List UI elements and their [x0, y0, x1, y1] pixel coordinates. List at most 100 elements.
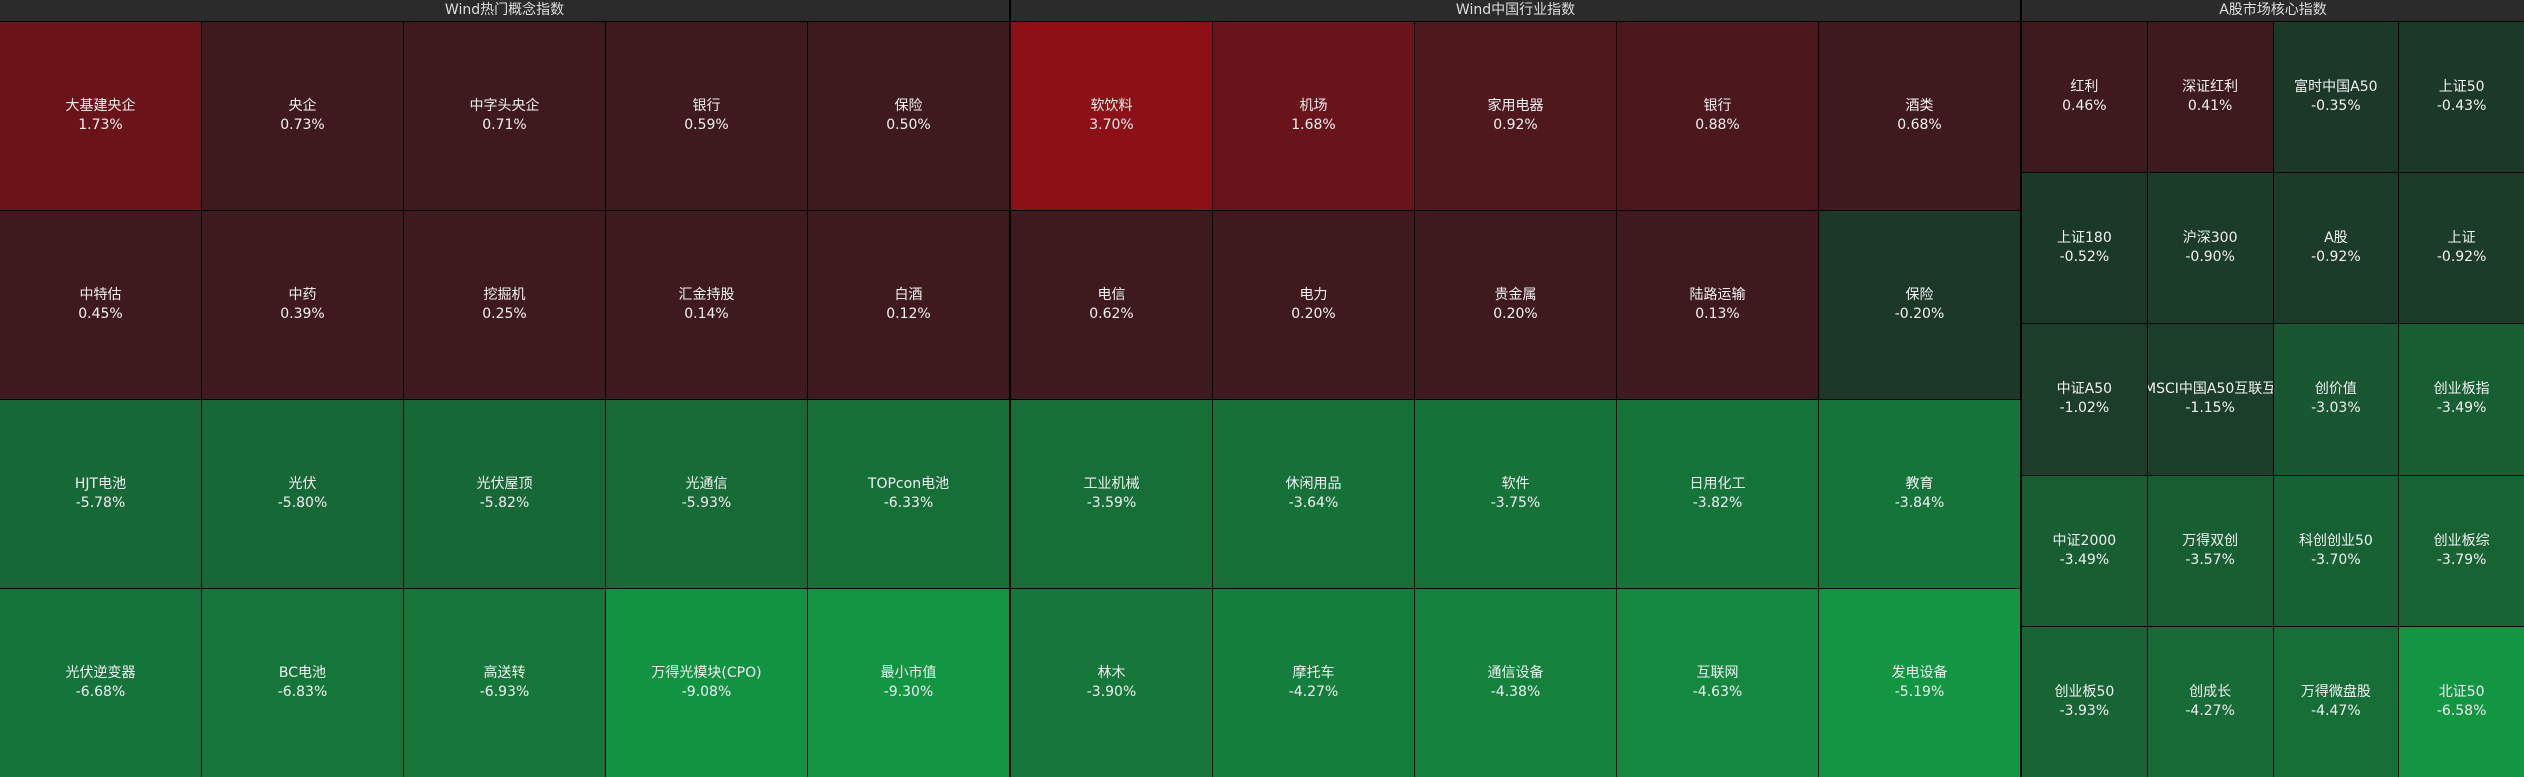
tile[interactable]: 大基建央企 1.73%	[0, 22, 201, 210]
tile-change: 1.68%	[1291, 117, 1336, 133]
tile[interactable]: 互联网 -4.63%	[1617, 589, 1818, 777]
tile-name: 光伏逆变器	[65, 665, 136, 681]
tile-name: A股	[2324, 230, 2348, 247]
tile-name: 汇金持股	[678, 287, 735, 303]
tile-grid: 红利 0.46% 深证红利 0.41% 富时中国A50 -0.35% 上证50 -0.43% 上…	[2022, 22, 2524, 777]
tile-name: 挖掘机	[483, 287, 526, 303]
tile[interactable]: 深证红利 0.41%	[2147, 22, 2273, 173]
tile[interactable]: 沪深300 -0.90%	[2147, 173, 2273, 324]
tile[interactable]: 机场 1.68%	[1213, 22, 1414, 210]
tile[interactable]: 光伏逆变器 -6.68%	[0, 589, 201, 777]
tile-name: 保险	[1905, 287, 1934, 303]
tile-change: -3.93%	[2059, 702, 2110, 719]
tile-name: 保险	[894, 98, 923, 114]
tile[interactable]: TOPcon电池 -6.33%	[808, 400, 1009, 588]
tile-name: 软件	[1501, 476, 1530, 492]
tile-name: 酒类	[1905, 98, 1934, 114]
tile[interactable]: 上证 -0.92%	[2399, 173, 2524, 324]
tile[interactable]: 万得微盘股 -4.47%	[2273, 626, 2399, 777]
tile[interactable]: 万得光模块(CPO) -9.08%	[606, 589, 807, 777]
tile-change: -9.30%	[883, 684, 934, 700]
tile[interactable]: 光伏 -5.80%	[202, 400, 403, 588]
tile[interactable]: 林木 -3.90%	[1011, 589, 1212, 777]
tile-name: 创业板综	[2433, 532, 2490, 549]
tile[interactable]: 创业板指 -3.49%	[2399, 324, 2524, 475]
tile-change: 0.13%	[1695, 306, 1740, 322]
tile[interactable]: 电信 0.62%	[1011, 211, 1212, 399]
tile[interactable]: MSCI中国A50互联互 -1.15%	[2147, 324, 2273, 475]
tile[interactable]: 上证50 -0.43%	[2399, 22, 2524, 173]
tile-name: 贵金属	[1494, 287, 1537, 303]
tile-change: 0.71%	[482, 117, 527, 133]
panel-title: Wind热门概念指数	[0, 0, 1009, 22]
tile[interactable]: 软饮料 3.70%	[1011, 22, 1212, 210]
tile[interactable]: 光通信 -5.93%	[606, 400, 807, 588]
tile-change: -3.70%	[2311, 551, 2361, 568]
tile[interactable]: 央企 0.73%	[202, 22, 403, 210]
tile[interactable]: 创业板综 -3.79%	[2399, 475, 2524, 626]
tile-name: 上证50	[2438, 79, 2485, 96]
tile[interactable]: 富时中国A50 -0.35%	[2273, 22, 2399, 173]
tile[interactable]: 创价值 -3.03%	[2273, 324, 2399, 475]
tile[interactable]: 上证180 -0.52%	[2022, 173, 2147, 324]
tile-change: 0.92%	[1493, 117, 1538, 133]
tile[interactable]: 家用电器 0.92%	[1415, 22, 1616, 210]
tile[interactable]: 高送转 -6.93%	[404, 589, 605, 777]
tile-name: 通信设备	[1487, 665, 1544, 681]
tile[interactable]: 汇金持股 0.14%	[606, 211, 807, 399]
tile[interactable]: 创业板50 -3.93%	[2022, 626, 2147, 777]
tile[interactable]: 白酒 0.12%	[808, 211, 1009, 399]
tile[interactable]: 发电设备 -5.19%	[1819, 589, 2020, 777]
tile[interactable]: 光伏屋顶 -5.82%	[404, 400, 605, 588]
tile[interactable]: 陆路运输 0.13%	[1617, 211, 1818, 399]
tile[interactable]: 创成长 -4.27%	[2147, 626, 2273, 777]
tile-name: 北证50	[2438, 683, 2485, 700]
tile[interactable]: 通信设备 -4.38%	[1415, 589, 1616, 777]
tile-change: 0.39%	[280, 306, 325, 322]
tile[interactable]: 中证2000 -3.49%	[2022, 475, 2147, 626]
tile-name: 摩托车	[1292, 665, 1335, 681]
tile[interactable]: 电力 0.20%	[1213, 211, 1414, 399]
tile-change: -5.93%	[681, 495, 732, 511]
tile[interactable]: 科创创业50 -3.70%	[2273, 475, 2399, 626]
tile[interactable]: A股 -0.92%	[2273, 173, 2399, 324]
tile-change: -5.80%	[277, 495, 328, 511]
tile[interactable]: 软件 -3.75%	[1415, 400, 1616, 588]
tile-name: 光伏屋顶	[476, 476, 533, 492]
tile[interactable]: 休闲用品 -3.64%	[1213, 400, 1414, 588]
tile-change: -6.93%	[479, 684, 530, 700]
tile[interactable]: 中特估 0.45%	[0, 211, 201, 399]
tile[interactable]: 中字头央企 0.71%	[404, 22, 605, 210]
tile[interactable]: HJT电池 -5.78%	[0, 400, 201, 588]
tile-change: -0.35%	[2311, 98, 2361, 115]
tile-name: 沪深300	[2182, 230, 2238, 247]
tile-change: -6.83%	[277, 684, 328, 700]
tile[interactable]: 最小市值 -9.30%	[808, 589, 1009, 777]
tile[interactable]: 红利 0.46%	[2022, 22, 2147, 173]
tile[interactable]: 保险 0.50%	[808, 22, 1009, 210]
tile[interactable]: 北证50 -6.58%	[2399, 626, 2524, 777]
tile-name: 创价值	[2314, 381, 2357, 398]
tile[interactable]: 银行 0.59%	[606, 22, 807, 210]
tile[interactable]: 贵金属 0.20%	[1415, 211, 1616, 399]
tile[interactable]: 教育 -3.84%	[1819, 400, 2020, 588]
tile-name: 创业板50	[2054, 683, 2115, 700]
tile[interactable]: 银行 0.88%	[1617, 22, 1818, 210]
tile-name: 中证2000	[2052, 532, 2117, 549]
tile[interactable]: 摩托车 -4.27%	[1213, 589, 1414, 777]
tile-name: 发电设备	[1891, 665, 1948, 681]
tile-name: 高送转	[483, 665, 526, 681]
tile[interactable]: BC电池 -6.83%	[202, 589, 403, 777]
tile[interactable]: 保险 -0.20%	[1819, 211, 2020, 399]
tile[interactable]: 中证A50 -1.02%	[2022, 324, 2147, 475]
tile[interactable]: 万得双创 -3.57%	[2147, 475, 2273, 626]
tile-name: 银行	[692, 98, 721, 114]
panel-title: Wind中国行业指数	[1011, 0, 2020, 22]
tile-name: 家用电器	[1487, 98, 1544, 114]
tile-name: 上证180	[2057, 230, 2112, 247]
tile[interactable]: 工业机械 -3.59%	[1011, 400, 1212, 588]
tile[interactable]: 日用化工 -3.82%	[1617, 400, 1818, 588]
tile[interactable]: 酒类 0.68%	[1819, 22, 2020, 210]
tile[interactable]: 挖掘机 0.25%	[404, 211, 605, 399]
tile[interactable]: 中药 0.39%	[202, 211, 403, 399]
